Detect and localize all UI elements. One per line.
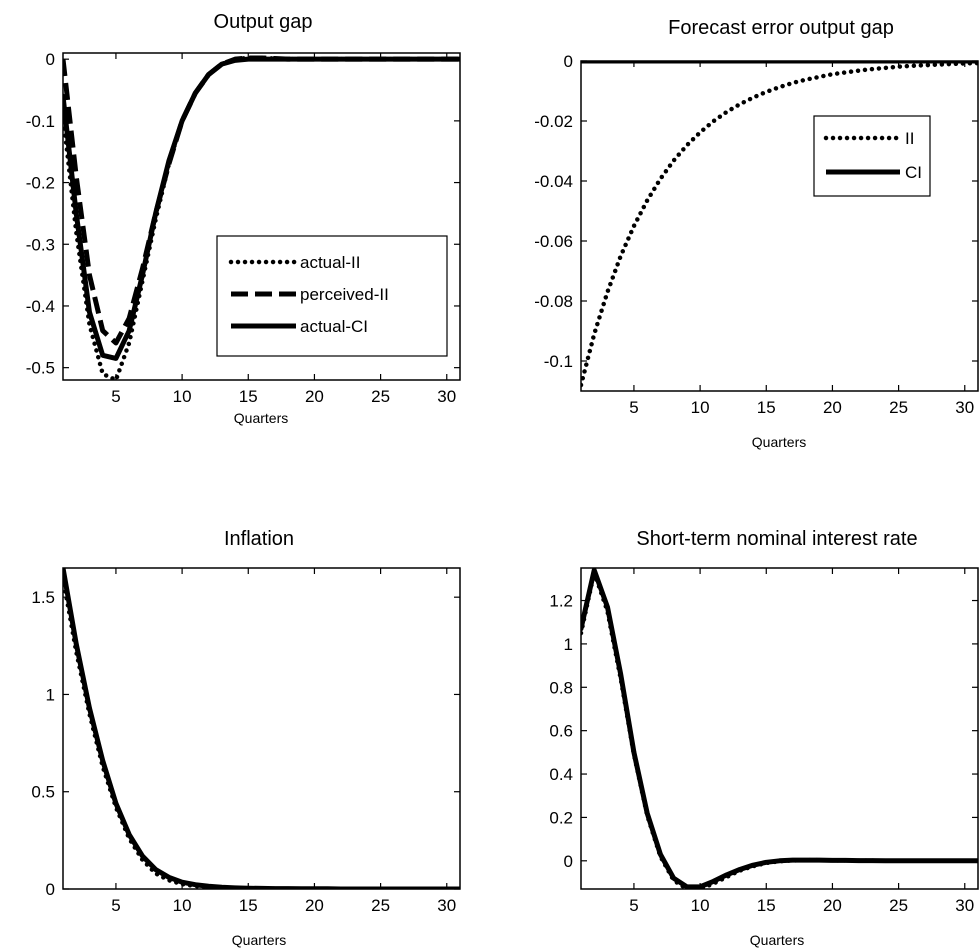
panel-inflation: Inflation 5 10 15 20 25 30 0 0.5 1 1.5 Quarters	[31, 528, 461, 948]
y-tick-label: 0.8	[549, 678, 573, 697]
x-tick-label: 5	[111, 387, 120, 406]
legend: II CI	[813, 115, 931, 197]
tick-marks	[63, 568, 460, 890]
y-tick-label: 0.5	[31, 783, 55, 802]
tick-labels: 5 10 15 20 25 30 0 -0.1 -0.2 -0.3 -0.4 -0.5	[26, 50, 457, 406]
series-line-ii	[581, 61, 978, 388]
x-tick-label: 25	[889, 896, 908, 915]
x-tick-label: 10	[173, 387, 192, 406]
x-axis-label: Quarters	[750, 932, 804, 948]
x-tick-label: 20	[823, 896, 842, 915]
chart-title: Short-term nominal interest rate	[636, 528, 917, 550]
x-tick-label: 30	[955, 398, 974, 417]
x-tick-label: 5	[111, 896, 120, 915]
plot-frame	[62, 567, 461, 890]
x-tick-label: 15	[239, 896, 258, 915]
plot-frame	[62, 52, 461, 381]
legend-label-ii: II	[905, 129, 914, 148]
x-tick-label: 15	[239, 387, 258, 406]
chart-title: Forecast error output gap	[668, 17, 894, 39]
y-tick-label: 0.4	[549, 765, 573, 784]
x-tick-label: 20	[305, 896, 324, 915]
tick-marks	[63, 53, 460, 380]
x-tick-label: 30	[437, 896, 456, 915]
plot-marks	[63, 55, 460, 380]
x-tick-label: 30	[955, 896, 974, 915]
legend-label-perceived-ii: perceived-II	[300, 285, 389, 304]
panel-forecast-error-output-gap: Forecast error output gap 5 10 15 20 25 30 0 -0…	[534, 17, 979, 450]
y-tick-label: 0	[564, 852, 573, 871]
y-tick-label: -0.06	[534, 232, 573, 251]
x-tick-label: 10	[691, 398, 710, 417]
x-tick-label: 10	[691, 896, 710, 915]
series-line-series-1	[581, 568, 978, 889]
y-tick-label: 1	[564, 635, 573, 654]
legend-box	[813, 115, 931, 197]
x-tick-label: 30	[437, 387, 456, 406]
series-line-actual-ii	[63, 55, 460, 380]
x-tick-label: 20	[305, 387, 324, 406]
tick-marks	[581, 60, 978, 391]
x-tick-label: 25	[371, 896, 390, 915]
plot-marks	[581, 61, 978, 388]
x-axis-label: Quarters	[234, 410, 288, 426]
chart-title: Output gap	[214, 11, 313, 33]
y-tick-label: -0.2	[26, 174, 55, 193]
legend-label-ci: CI	[905, 163, 922, 182]
panel-short-term-nominal-interest-rate: Short-term nominal interest rate 5 10 15 20…	[549, 528, 979, 948]
y-tick-label: 1.5	[31, 588, 55, 607]
y-tick-label: -0.1	[26, 112, 55, 131]
y-tick-label: 1.2	[549, 592, 573, 611]
x-axis-label: Quarters	[232, 932, 286, 948]
plot-marks	[63, 568, 460, 889]
y-tick-label: 0	[46, 50, 55, 69]
y-tick-label: -0.3	[26, 235, 55, 254]
chart-title: Inflation	[224, 528, 294, 550]
y-tick-label: -0.04	[534, 172, 573, 191]
legend-label-actual-ci: actual-CI	[300, 317, 368, 336]
y-tick-label: -0.1	[544, 352, 573, 371]
y-tick-label: 0.6	[549, 722, 573, 741]
y-tick-label: -0.5	[26, 359, 55, 378]
series-line-series-1	[63, 568, 460, 889]
y-tick-label: -0.08	[534, 292, 573, 311]
series-line-series-0	[63, 575, 460, 889]
x-tick-label: 15	[757, 896, 776, 915]
x-axis-label: Quarters	[752, 434, 806, 450]
plot-marks	[581, 568, 978, 889]
tick-labels: 5 10 15 20 25 30 0 -0.02 -0.04 -0.06 -0.08 -0.1	[534, 52, 974, 417]
x-tick-label: 25	[371, 387, 390, 406]
plot-frame	[580, 60, 979, 392]
tick-labels: 5 10 15 20 25 30 0 0.5 1 1.5	[31, 588, 456, 915]
x-tick-label: 10	[173, 896, 192, 915]
series-line-series-0	[581, 570, 978, 889]
y-tick-label: 0	[46, 880, 55, 899]
y-tick-label: -0.4	[26, 297, 55, 316]
tick-marks	[581, 568, 978, 889]
y-tick-label: 0	[564, 52, 573, 71]
y-tick-label: -0.02	[534, 112, 573, 131]
legend: actual-II perceived-II actual-CI	[216, 235, 448, 357]
x-tick-label: 5	[629, 896, 638, 915]
y-tick-label: 1	[46, 685, 55, 704]
tick-labels: 5 10 15 20 25 30 0 0.2 0.4 0.6 0.8 1 1.2	[549, 592, 974, 915]
x-tick-label: 25	[889, 398, 908, 417]
legend-label-actual-ii: actual-II	[300, 253, 360, 272]
x-tick-label: 5	[629, 398, 638, 417]
plot-frame	[580, 567, 979, 890]
panel-output-gap: Output gap 5 10 15 20 25 30 0 -0.1 -0.2 -0.3 -0.4 -…	[26, 11, 461, 426]
x-tick-label: 15	[757, 398, 776, 417]
y-tick-label: 0.2	[549, 808, 573, 827]
x-tick-label: 20	[823, 398, 842, 417]
series-line-actual-ci	[63, 56, 460, 361]
